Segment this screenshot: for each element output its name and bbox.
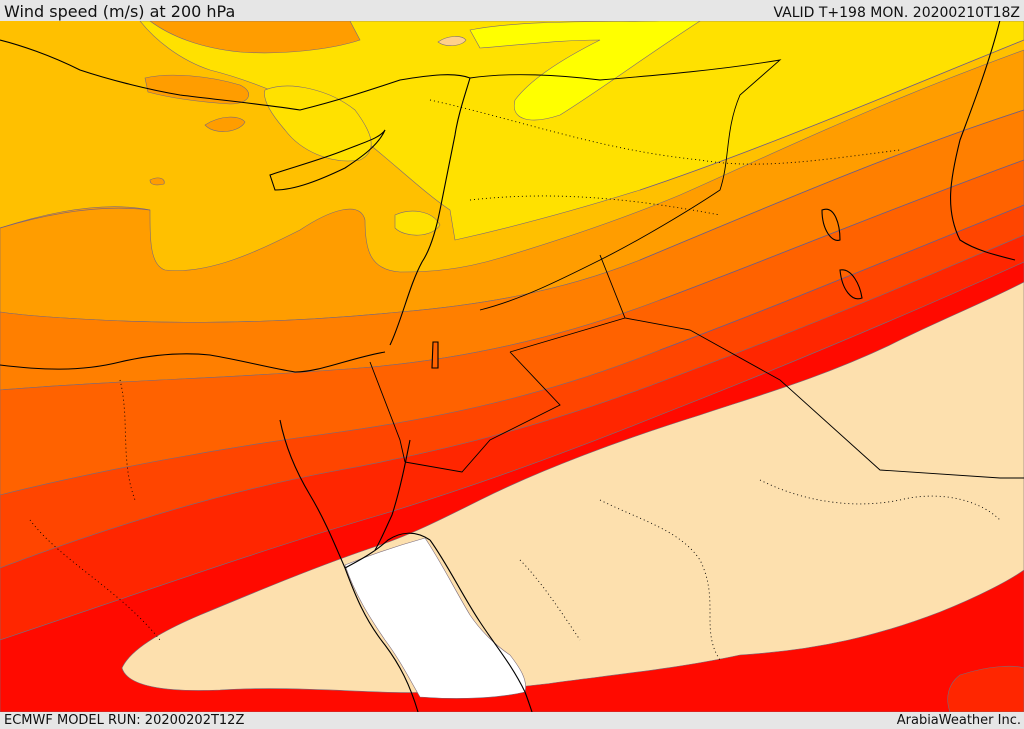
band-ff9d00-blob1 (144, 74, 249, 105)
internal-borders (29, 99, 1001, 661)
valid-time-label: VALID T+198 MON. 20200210T18Z (773, 5, 1020, 21)
map-title: Wind speed (m/s) at 200 hPa (4, 2, 236, 21)
political-borders (369, 59, 1024, 479)
band-ffe100-blob5 (264, 85, 372, 162)
model-run-label: ECMWF MODEL RUN: 20200202T12Z (4, 713, 245, 728)
coastlines (0, 21, 1016, 712)
band-light (121, 281, 1024, 693)
band-ffcc66-spot (437, 36, 467, 46)
band-ffff00 (469, 21, 701, 121)
credit-label: ArabiaWeather Inc. (896, 713, 1021, 728)
contour-lines (0, 39, 1024, 351)
band-ff9d00-blob3 (149, 177, 165, 186)
wind-speed-map[interactable] (0, 21, 1024, 712)
band-ff9d00-blob2 (204, 116, 246, 132)
top-header-bar: Wind speed (m/s) at 200 hPa VALID T+198 … (0, 0, 1024, 21)
bottom-footer-bar: ECMWF MODEL RUN: 20200202T12Z ArabiaWeat… (0, 712, 1024, 729)
band-ffe100-blob4 (394, 210, 441, 236)
band-ff9d00-upper (149, 21, 361, 54)
band-ff2600-lowright (947, 665, 1024, 712)
band-white (344, 537, 526, 699)
